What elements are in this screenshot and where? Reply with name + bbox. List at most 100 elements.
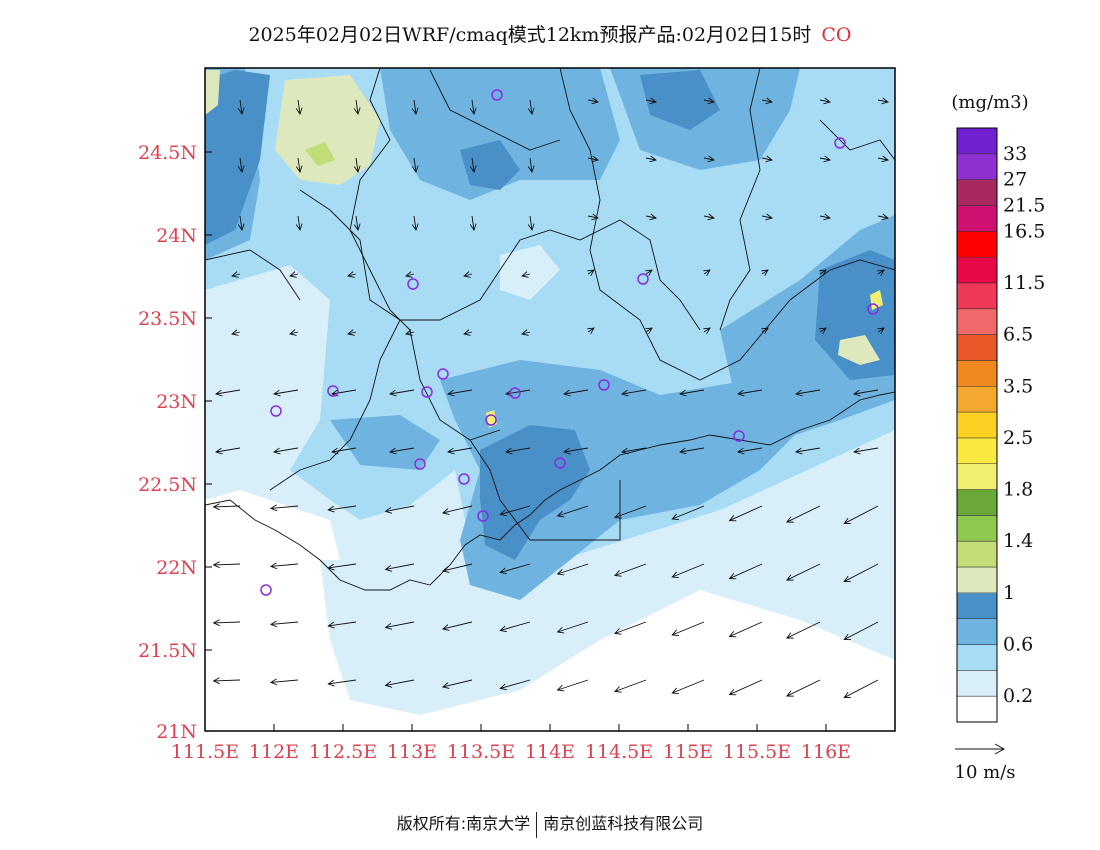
lat-label: 22N — [156, 557, 197, 579]
wind-arrow-icon — [527, 99, 535, 115]
colorbar-swatch — [957, 463, 997, 490]
wind-arrow-icon — [761, 155, 773, 163]
wind-arrow-icon — [389, 389, 415, 397]
wind-arrow-icon — [819, 213, 831, 221]
wind-arrow-icon — [353, 157, 361, 173]
lon-label: 113.5E — [447, 741, 515, 763]
wind-arrow-icon — [645, 97, 657, 105]
wind-arrow-icon — [563, 447, 589, 455]
wind-arrow-icon — [785, 563, 821, 581]
colorbar-label: 3.5 — [1003, 375, 1033, 397]
wind-arrow-icon — [463, 329, 473, 336]
wind-arrow-icon — [737, 389, 763, 397]
wind-arrow-icon — [819, 327, 827, 335]
light-patch-west — [205, 310, 270, 380]
wind-arrow-icon — [499, 621, 531, 633]
boundary-3 — [299, 189, 701, 331]
station-marker-icon — [637, 273, 649, 285]
wind-arrow-icon — [269, 620, 299, 628]
wind-arrow-icon — [587, 213, 599, 221]
wind-arrow-icon — [877, 269, 885, 277]
wind-arrow-icon — [785, 505, 821, 523]
wind-legend-label: 10 m/s — [955, 762, 1016, 783]
wind-arrow-icon — [237, 157, 245, 173]
colorbar-swatch — [957, 437, 997, 465]
wind-arrow-icon — [671, 563, 705, 578]
wind-arrow-icon — [405, 271, 415, 278]
wind-arrow-icon — [613, 563, 647, 577]
wind-arrow-icon — [212, 561, 241, 569]
station-marker-icon — [477, 510, 489, 522]
colorbar-label: 1.8 — [1003, 479, 1033, 501]
green-patch-north — [305, 142, 335, 166]
wind-arrow-icon — [441, 621, 473, 631]
wind-vectors — [212, 97, 889, 699]
wind-arrow-icon — [389, 447, 415, 455]
wind-arrow-icon — [411, 157, 419, 173]
wind-arrow-icon — [237, 99, 245, 115]
boundary-8 — [429, 69, 561, 151]
dark-core-north — [460, 140, 520, 190]
wind-arrow-icon — [795, 447, 821, 455]
colorbar-label: 6.5 — [1003, 324, 1033, 346]
lon-label: 115E — [663, 741, 713, 763]
wind-arrow-icon — [877, 213, 889, 221]
wind-arrow-icon — [215, 389, 241, 397]
wind-arrow-icon — [556, 563, 589, 576]
wind-arrow-icon — [843, 505, 879, 525]
wind-arrow-icon — [411, 99, 419, 115]
boundary-4 — [719, 68, 761, 331]
wind-arrow-icon — [469, 99, 477, 115]
dark-core-east — [815, 250, 895, 380]
colorbar-swatch — [957, 670, 997, 697]
wind-arrow-icon — [469, 215, 477, 231]
wind-arrow-icon — [785, 621, 821, 639]
colorbar-swatch — [957, 360, 997, 387]
boundary-9 — [819, 119, 895, 161]
copyright-left: 版权所有:南京大学 — [396, 814, 531, 833]
wind-arrow-icon — [819, 269, 827, 277]
lon-label: 116E — [801, 741, 851, 763]
wind-arrow-icon — [761, 269, 769, 277]
pale-green-patch-north — [275, 75, 380, 185]
station-marker-icon — [491, 89, 503, 101]
wind-arrow-icon — [613, 505, 647, 519]
wind-arrow-icon — [384, 679, 415, 688]
wind-arrow-icon — [327, 505, 357, 513]
wind-arrow-icon — [703, 269, 711, 277]
colorbar-swatch — [957, 592, 997, 619]
colorbar-swatch — [957, 128, 997, 155]
wind-arrow-icon — [785, 679, 821, 697]
wind-arrow-icon — [499, 505, 531, 517]
pollutant-label: CO — [821, 24, 852, 46]
colorbar-swatch — [957, 515, 997, 542]
station-marker-icon — [733, 430, 745, 442]
wind-arrow-icon — [703, 155, 715, 163]
boundary-7 — [469, 439, 621, 541]
wind-arrow-icon — [215, 447, 241, 455]
wind-arrow-icon — [877, 155, 889, 163]
colorbar-label: 0.6 — [1003, 634, 1033, 656]
wind-arrow-icon — [447, 447, 473, 455]
wind-arrow-icon — [384, 563, 415, 572]
longitude-labels: 111.5E 112E 112.5E 113E 113.5E 114E 114.5E 115E… — [171, 724, 851, 763]
wind-arrow-icon — [613, 679, 647, 693]
colorbar-label: 27 — [1003, 169, 1027, 191]
concentration-field — [205, 68, 895, 731]
wind-legend: 10 m/s — [955, 743, 1016, 783]
lat-label: 24N — [156, 225, 197, 247]
colorbar-label: 33 — [1003, 143, 1027, 165]
station-marker-icon — [598, 379, 610, 391]
wind-arrow-icon — [269, 562, 299, 570]
light-zone-south — [320, 560, 610, 700]
wind-arrow-icon — [728, 505, 763, 522]
colorbar-label: 16.5 — [1003, 220, 1045, 242]
wind-arrow-icon — [499, 679, 531, 691]
wind-arrow-icon — [621, 389, 647, 397]
wind-arrow-icon — [671, 621, 705, 636]
colorbar-label: 0.2 — [1003, 685, 1033, 707]
wind-arrow-icon — [671, 505, 705, 520]
wind-arrow-icon — [499, 563, 531, 575]
lat-label: 24.5N — [138, 142, 197, 164]
wind-arrow-icon — [527, 157, 535, 173]
